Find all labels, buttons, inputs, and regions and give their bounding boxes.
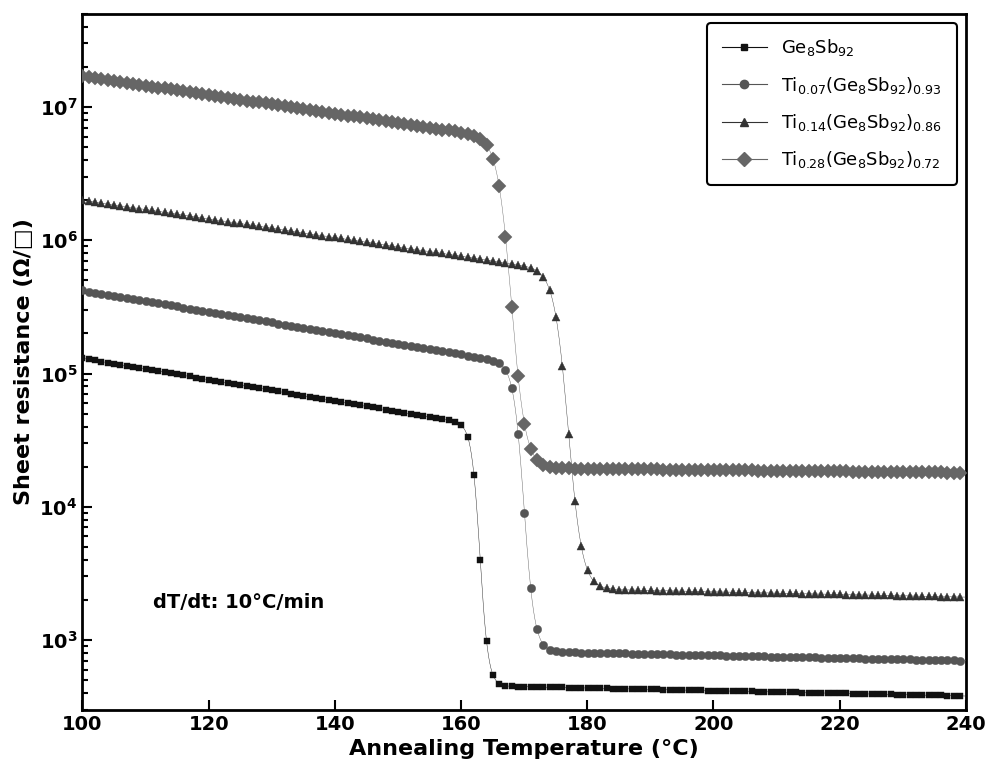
Legend: $\mathrm{Ge_8Sb_{92}}$, $\mathrm{Ti_{0.07}(Ge_8Sb_{92})_{0.93}}$, $\mathrm{Ti_{0: $\mathrm{Ge_8Sb_{92}}$, $\mathrm{Ti_{0.0… — [707, 23, 957, 185]
Text: dT/dt: 10°C/min: dT/dt: 10°C/min — [153, 594, 324, 612]
X-axis label: Annealing Temperature (°C): Annealing Temperature (°C) — [349, 739, 699, 759]
Y-axis label: Sheet resistance (Ω/□): Sheet resistance (Ω/□) — [14, 218, 34, 506]
